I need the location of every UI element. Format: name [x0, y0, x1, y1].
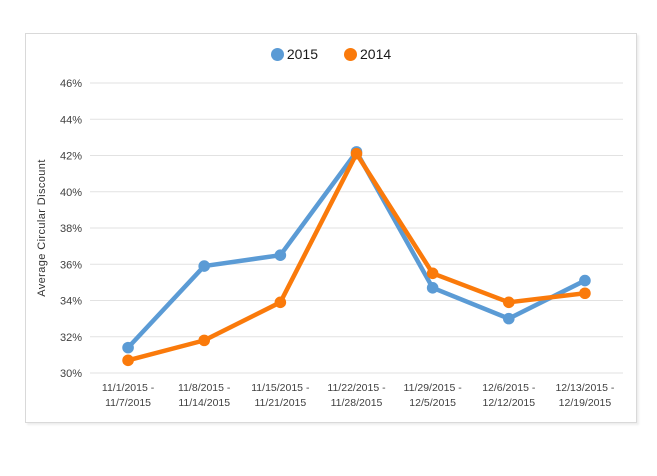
legend-marker-2015 — [270, 47, 284, 61]
x-tick-label: 11/22/2015 -11/28/2015 — [327, 382, 386, 409]
x-tick-label: 12/6/2015 -12/12/2015 — [482, 382, 536, 409]
y-tick-label: 34% — [60, 296, 82, 308]
y-tick-label: 44% — [60, 114, 82, 126]
x-tick-label: 12/13/2015 -12/19/2015 — [555, 382, 614, 409]
data-point-2015 — [426, 282, 439, 294]
legend-marker-2014 — [344, 47, 357, 61]
y-tick-label: 46% — [60, 78, 82, 90]
data-point-2015 — [274, 249, 287, 261]
chart-card: 2015 2014 Average Circular Discount 30% 32… — [25, 33, 637, 423]
x-tick-label: 11/15/2015 -11/21/2015 — [251, 382, 310, 409]
x-tick-label: 11/29/2015 -12/5/2015 — [404, 382, 463, 409]
chart-legend: 2015 2014 — [26, 46, 636, 62]
data-point-2014 — [502, 296, 515, 309]
data-point-2015 — [579, 274, 591, 287]
y-tick-label: 30% — [60, 368, 82, 380]
data-point-2014 — [350, 147, 363, 160]
data-point-2014 — [198, 334, 211, 347]
data-point-2014 — [122, 354, 134, 367]
y-tick-label: 40% — [60, 187, 82, 199]
x-tick-label: 11/8/2015 -11/14/2015 — [178, 382, 231, 409]
line-chart: 30% 32% 34% 36% 38% 40% 42% 44% 46% 11/1/2015 -11… — [60, 78, 623, 409]
data-point-2014 — [579, 287, 591, 300]
data-point-2014 — [426, 267, 439, 280]
data-point-2015 — [502, 312, 515, 325]
y-tick-label: 36% — [60, 259, 82, 271]
data-point-2014 — [274, 296, 287, 309]
legend-item-2015: 2015 — [270, 46, 318, 62]
y-tick-label: 32% — [60, 332, 82, 344]
y-tick-label: 38% — [60, 223, 82, 235]
y-tick-label: 42% — [60, 151, 82, 163]
series-line-2014 — [125, 151, 588, 363]
series-2014 — [122, 147, 591, 367]
legend-label-2015: 2015 — [286, 46, 318, 62]
y-axis-title: Average Circular Discount — [36, 159, 48, 297]
x-tick-label: 11/1/2015 -11/7/2015 — [102, 382, 155, 409]
series-2015 — [122, 146, 591, 354]
data-point-2015 — [122, 341, 134, 354]
series-line-2015 — [125, 149, 588, 350]
legend-label-2014: 2014 — [360, 46, 392, 62]
legend-item-2014: 2014 — [344, 46, 391, 62]
data-point-2015 — [198, 260, 211, 272]
